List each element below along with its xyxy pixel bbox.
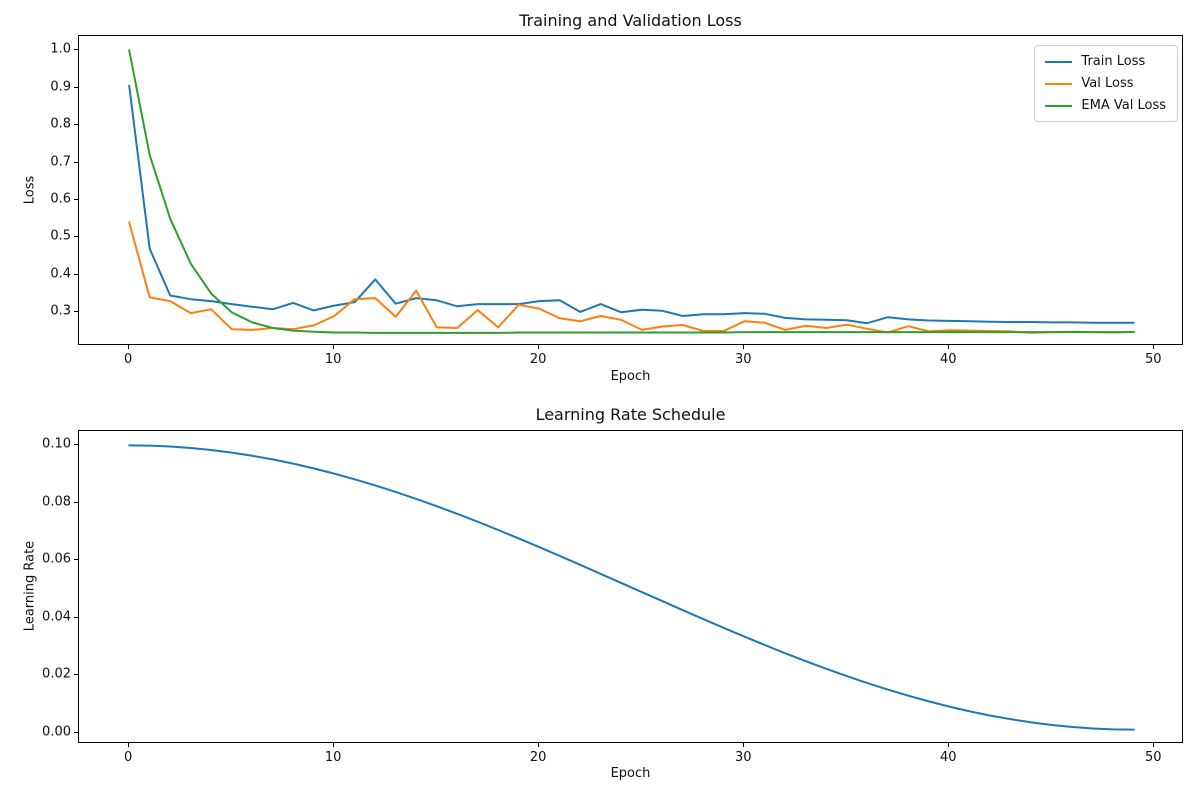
y-tick-label: 0.02 (42, 666, 71, 682)
y-tick-label: 0.6 (50, 191, 71, 207)
y-tick-mark (74, 86, 78, 88)
x-tick-label: 20 (529, 750, 547, 765)
train-loss-legend-swatch (1045, 60, 1073, 63)
legend-label: Train Loss (1081, 54, 1146, 69)
y-tick-label: 0.9 (50, 79, 71, 95)
loss-chart-xlabel: Epoch (610, 369, 651, 384)
x-tick-mark (128, 743, 130, 747)
x-tick-label: 0 (124, 750, 133, 765)
legend-label: EMA Val Loss (1081, 98, 1166, 113)
y-tick-mark (74, 731, 78, 733)
x-tick-mark (948, 345, 950, 349)
x-tick-mark (948, 743, 950, 747)
x-tick-label: 30 (735, 750, 752, 765)
val-loss-line (128, 221, 1135, 334)
y-tick-mark (74, 616, 78, 618)
y-tick-label: 0.3 (50, 303, 71, 319)
y-tick-label: 0.8 (50, 116, 71, 132)
y-tick-label: 0.04 (42, 609, 71, 625)
x-tick-label: 10 (324, 750, 342, 765)
x-tick-mark (128, 345, 130, 349)
y-tick-mark (74, 674, 78, 676)
learning-rate-line (128, 444, 1135, 731)
x-tick-mark (743, 743, 745, 747)
x-tick-label: 50 (1145, 352, 1162, 367)
x-tick-label: 10 (324, 352, 342, 367)
x-tick-label: 50 (1145, 750, 1162, 765)
y-tick-mark (74, 161, 78, 163)
loss-curves-svg (128, 49, 1135, 334)
y-tick-mark (74, 273, 78, 275)
y-tick-mark (74, 311, 78, 313)
legend-item: Train Loss (1045, 54, 1166, 69)
ema-val-loss-line (128, 49, 1135, 334)
ema-val-loss-legend-swatch (1045, 104, 1073, 107)
y-tick-label: 0.10 (42, 436, 71, 452)
y-tick-label: 0.06 (42, 551, 71, 567)
y-tick-mark (74, 124, 78, 126)
y-tick-label: 0.00 (42, 724, 71, 739)
y-tick-mark (74, 501, 78, 503)
x-tick-mark (743, 345, 745, 349)
y-tick-mark (74, 444, 78, 446)
legend-item: Val Loss (1045, 76, 1166, 91)
val-loss-legend-swatch (1045, 82, 1073, 85)
lr-chart-title: Learning Rate Schedule (535, 405, 726, 424)
x-tick-mark (538, 345, 540, 349)
x-tick-mark (1153, 345, 1155, 349)
y-tick-mark (74, 236, 78, 238)
legend: Train Loss Val Loss EMA Val Loss (1034, 45, 1178, 122)
y-tick-mark (74, 199, 78, 200)
y-tick-label: 0.5 (50, 228, 71, 244)
lr-chart-xlabel: Epoch (610, 766, 651, 781)
lr-chart-axes (78, 430, 1183, 743)
x-tick-mark (1153, 743, 1155, 747)
x-tick-label: 30 (735, 352, 752, 367)
x-tick-label: 0 (124, 352, 133, 367)
y-tick-mark (74, 49, 78, 51)
x-tick-mark (538, 743, 540, 747)
legend-label: Val Loss (1081, 76, 1134, 91)
loss-chart-axes (78, 35, 1183, 345)
lr-curve-svg (128, 444, 1135, 731)
y-tick-label: 0.4 (50, 266, 71, 282)
x-tick-label: 20 (529, 352, 547, 367)
y-tick-label: 1.0 (50, 41, 71, 57)
y-tick-label: 0.7 (50, 154, 71, 169)
x-tick-mark (333, 743, 335, 747)
x-tick-label: 40 (940, 352, 957, 367)
legend-item: EMA Val Loss (1045, 98, 1166, 113)
loss-chart-title: Training and Validation Loss (519, 11, 742, 30)
train-loss-line (128, 84, 1135, 325)
x-tick-label: 40 (940, 750, 957, 765)
y-tick-label: 0.08 (42, 494, 71, 510)
y-tick-mark (74, 559, 78, 561)
x-tick-mark (333, 345, 335, 349)
